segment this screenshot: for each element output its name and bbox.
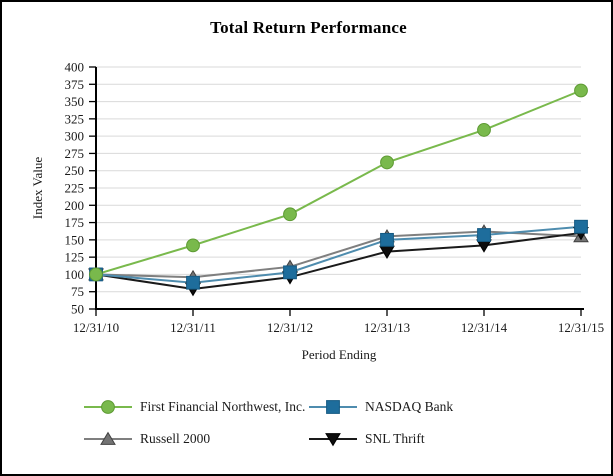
data-point-marker [477, 228, 491, 242]
data-point-marker [380, 232, 394, 247]
data-point-marker [283, 265, 297, 280]
y-tick-label: 300 [65, 129, 85, 144]
x-tick-label: 12/31/15 [558, 320, 604, 335]
data-point-marker [283, 207, 297, 222]
series-line [95, 225, 582, 284]
y-tick-label: 350 [65, 94, 85, 109]
data-point-marker [186, 275, 200, 290]
data-point-marker [574, 83, 588, 98]
x-tick-label: 12/31/10 [73, 320, 119, 335]
series-line [95, 230, 582, 279]
y-tick-label: 375 [65, 77, 85, 92]
y-tick-label: 100 [65, 267, 85, 282]
x-tick-label: 12/31/14 [461, 320, 508, 335]
data-point-marker [574, 219, 588, 234]
data-point-marker [380, 155, 394, 170]
y-tick-label: 400 [65, 60, 85, 75]
y-tick-label: 225 [65, 181, 85, 196]
x-tick-label: 12/31/13 [364, 320, 410, 335]
series-line [95, 89, 582, 276]
y-tick-label: 325 [65, 111, 85, 126]
series-line [95, 231, 582, 290]
chart-title: Total Return Performance [210, 18, 407, 37]
y-tick-label: 175 [65, 215, 85, 230]
data-point-marker [186, 238, 200, 253]
data-point-marker [477, 123, 491, 137]
x-tick-label: 12/31/11 [170, 320, 216, 335]
y-tick-label: 150 [65, 232, 85, 247]
x-tick-label: 12/31/12 [267, 320, 313, 335]
y-tick-label: 275 [65, 146, 85, 161]
y-tick-label: 50 [71, 302, 84, 317]
y-tick-label: 200 [65, 198, 85, 213]
x-axis-title: Period Ending [301, 347, 377, 362]
y-tick-label: 75 [71, 284, 84, 299]
y-tick-label: 125 [65, 250, 85, 265]
data-point-marker [89, 267, 103, 282]
y-tick-label: 250 [65, 163, 85, 178]
